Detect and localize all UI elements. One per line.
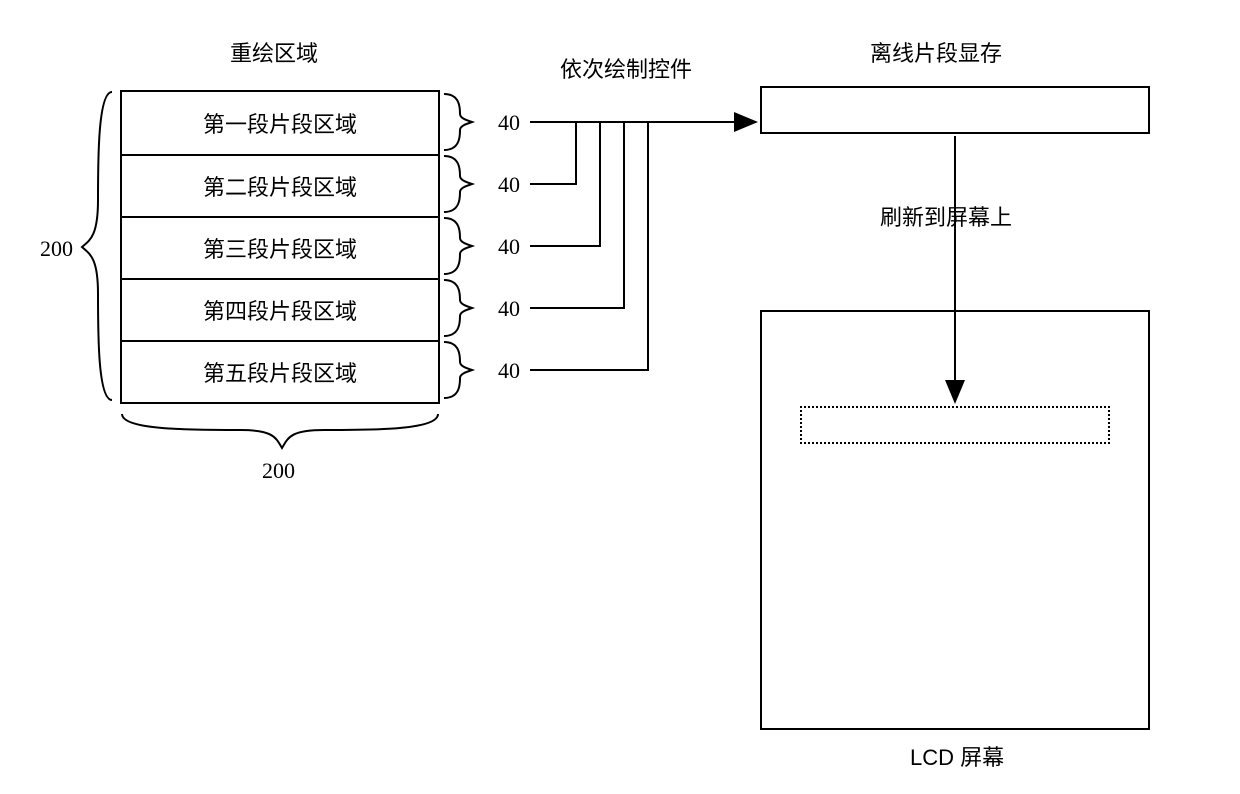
total-width-label: 200 (262, 458, 295, 484)
segment-label: 第二段片段区域 (203, 170, 357, 202)
segment-row: 第二段片段区域 (122, 154, 438, 216)
row-size-label: 40 (498, 172, 520, 198)
segment-row: 第三段片段区域 (122, 216, 438, 278)
row-size-label: 40 (498, 296, 520, 322)
row-size-label: 40 (498, 110, 520, 136)
segment-label: 第四段片段区域 (203, 294, 357, 326)
segment-label: 第一段片段区域 (203, 107, 357, 139)
offline-buffer-box (760, 86, 1150, 134)
segment-label: 第三段片段区域 (203, 232, 357, 264)
title-draw-controls: 依次绘制控件 (560, 52, 692, 84)
total-height-label: 200 (40, 236, 73, 262)
row-size-label: 40 (498, 358, 520, 384)
segment-row: 第一段片段区域 (122, 92, 438, 154)
title-redraw-area: 重绘区域 (230, 36, 318, 68)
segment-table: 第一段片段区域 第二段片段区域 第三段片段区域 第四段片段区域 第五段片段区域 (120, 90, 440, 404)
lcd-screen-box (760, 310, 1150, 730)
title-refresh-screen: 刷新到屏幕上 (880, 200, 1012, 232)
row-size-label: 40 (498, 234, 520, 260)
segment-row: 第五段片段区域 (122, 340, 438, 402)
lcd-dotted-region (800, 406, 1110, 444)
segment-label: 第五段片段区域 (203, 356, 357, 388)
segment-row: 第四段片段区域 (122, 278, 438, 340)
title-lcd-screen: LCD 屏幕 (910, 740, 1004, 772)
title-offline-buffer: 离线片段显存 (870, 36, 1002, 68)
